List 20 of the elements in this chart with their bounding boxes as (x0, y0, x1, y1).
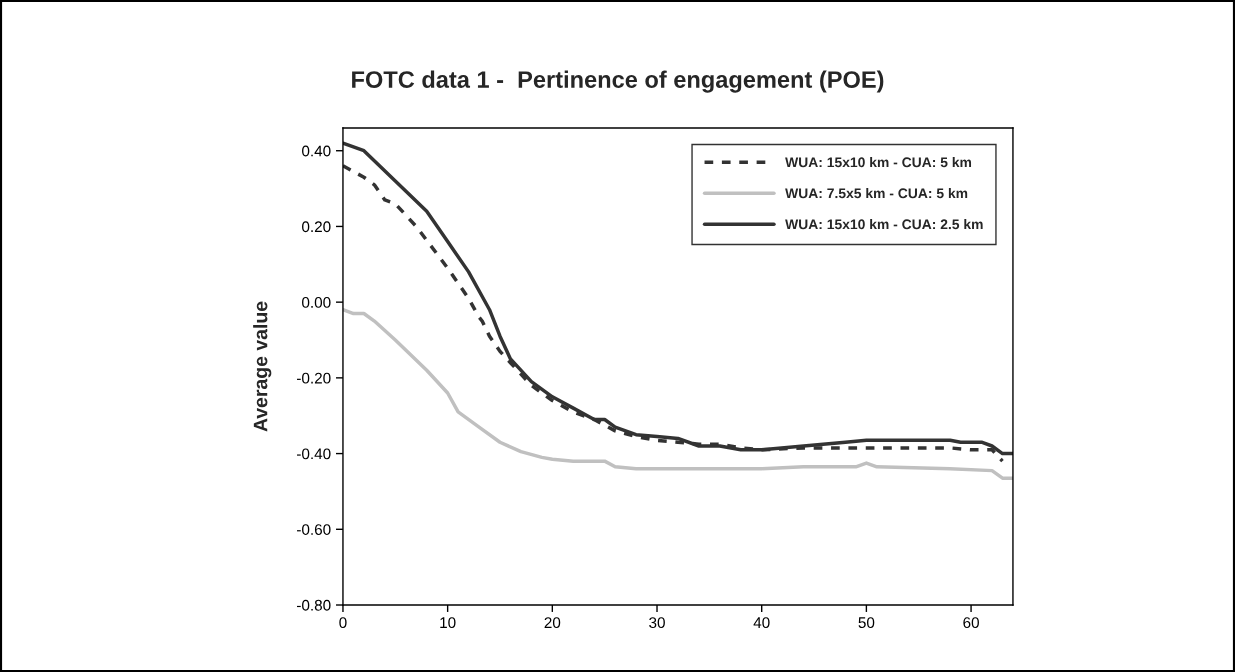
y-tick-label: -0.60 (297, 524, 331, 535)
y-tick-label: -0.40 (297, 448, 331, 460)
x-tick-label: 10 (440, 617, 456, 629)
y-tick-label: -0.80 (297, 599, 331, 611)
x-tick-label: 40 (753, 617, 770, 629)
x-tick-label: 20 (544, 617, 561, 629)
x-tick-label: 0 (339, 617, 347, 629)
y-tick-label: 0.00 (302, 297, 331, 308)
x-tick-label: 30 (649, 617, 665, 629)
y-tick-label: 0.40 (302, 145, 331, 157)
y-tick-label: 0.20 (302, 221, 331, 233)
legend-label: WUA: 15x10 km - CUA: 2.5 km (785, 219, 983, 230)
line-series (342, 307, 1013, 480)
x-tick-label: 60 (963, 617, 979, 629)
legend-label: WUA: 7.5x5 km - CUA: 5 km (785, 188, 968, 199)
x-tick-label: 50 (858, 617, 875, 629)
y-axis-title: Average value (253, 301, 272, 432)
legend-label: WUA: 15x10 km - CUA: 5 km (785, 157, 972, 168)
y-tick-label: -0.20 (297, 372, 331, 384)
chart-title: FOTC data 1 - Pertinence of engagement (POE) (352, 70, 884, 93)
